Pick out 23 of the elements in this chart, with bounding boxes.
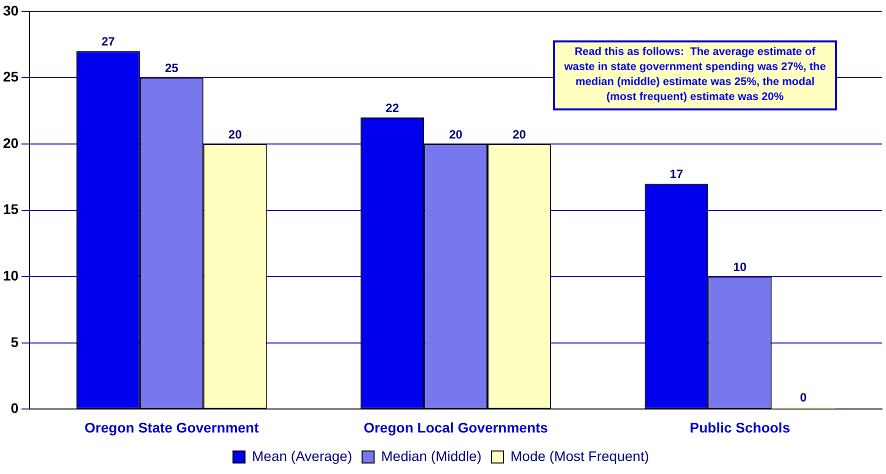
legend-label: Median (Middle)	[381, 448, 482, 464]
y-tick-label: 0	[10, 400, 19, 416]
legend-label: Mean (Average)	[252, 448, 352, 464]
annotation: Read this as follows: The average estimate of waste in state government spending was 27%, the median (middle) estimate was 25%, the modal (most frequent) estimate was 20%	[563, 46, 826, 103]
x-tick-label: Oregon State Government	[84, 419, 260, 436]
y-tick-label: 10	[2, 267, 19, 284]
y-tick-label: 15	[2, 201, 19, 218]
y-tick-label: 25	[2, 68, 19, 85]
x-tick-label: Public Schools	[690, 419, 790, 436]
y-tick-label: 30	[2, 2, 19, 18]
data-label: 22	[386, 100, 400, 115]
data-label: 20	[449, 127, 463, 142]
data-label: 0	[800, 390, 808, 405]
data-label: 27	[102, 34, 116, 48]
data-label: 17	[670, 167, 684, 182]
x-tick-label: Oregon Local Governments	[364, 419, 548, 436]
data-label: 20	[512, 127, 526, 142]
data-label: 20	[228, 127, 242, 142]
y-tick-label: 5	[10, 334, 19, 350]
data-label: 10	[733, 260, 747, 274]
y-tick-label: 20	[2, 134, 19, 151]
legend-label: Mode (Most Frequent)	[510, 448, 649, 464]
data-label: 25	[164, 61, 179, 76]
